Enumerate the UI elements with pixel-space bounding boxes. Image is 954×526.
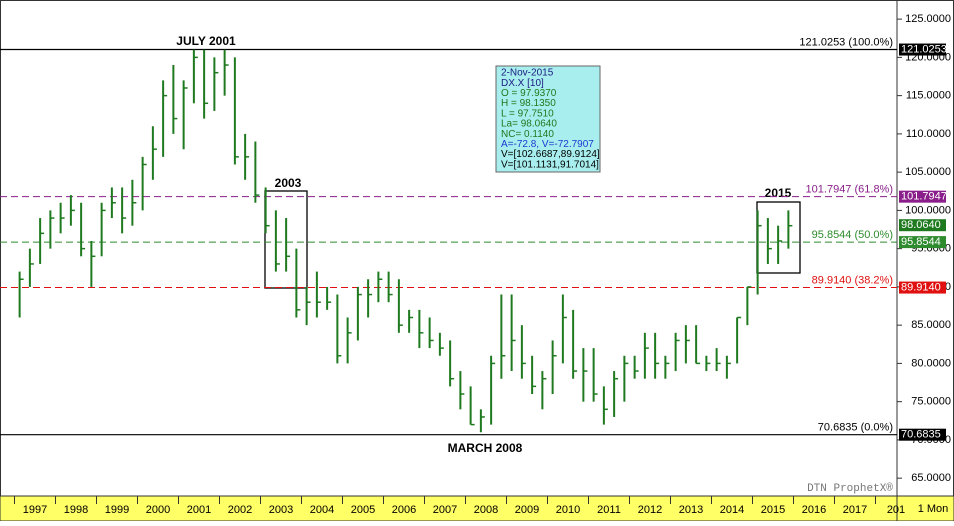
x-tick-label: 2005 [351,504,375,516]
x-tick-label: 2012 [638,504,662,516]
level-label: 121.0253 (100.0%) [799,36,893,48]
level-box [899,236,946,249]
x-tick-label: 1998 [64,504,88,516]
info-line: H = 98.1350 [501,98,556,109]
info-line: 2-Nov-2015 [501,68,554,79]
x-tick-label: 2017 [843,504,867,516]
x-tick-label: 2007 [433,504,457,516]
x-tick-label: 2009 [515,504,539,516]
x-tick-label: 2001 [187,504,211,516]
y-tick-label: 85.0000 [911,319,951,331]
level-box [899,281,946,294]
level-box [899,43,946,56]
y-tick-label: 105.0000 [905,166,951,178]
info-line: O = 97.9370 [501,88,557,99]
info-box [495,65,601,173]
y-tick-label: 125.0000 [905,13,951,25]
x-tick-label: 2015 [761,504,785,516]
level-label: 70.6835 (0.0%) [818,422,893,434]
level-label: 95.8544 (50.0%) [812,229,893,241]
level-axis-label: 101.7947 [901,191,947,203]
x-tick-label: 2010 [556,504,580,516]
x-tick-label: 1999 [105,504,129,516]
info-line: La= 98.0640 [501,119,557,130]
annotation: MARCH 2008 [448,441,523,455]
level-label: 89.9140 (38.2%) [812,274,893,286]
x-tick-label: 2013 [679,504,703,516]
x-tick-label: 2006 [392,504,416,516]
y-tick-label: 65.0000 [911,472,951,484]
info-line: L = 97.7510 [501,108,554,119]
level-axis-label: 70.6835 [901,429,941,441]
info-line: V=[102.6687,89.9124] [501,149,600,160]
x-tick-label: 2016 [802,504,826,516]
time-axis [0,495,954,522]
y-tick-label: 115.0000 [906,90,951,102]
x-tick-label: 2003 [269,504,293,516]
x-tick-label: 2008 [474,504,498,516]
period: 1 Mon [918,503,949,515]
info-line: DX.X [10] [501,78,544,89]
x-tick-label: 2004 [310,504,334,516]
last-label: 98.0640 [901,219,941,231]
info-line: NC= 0.1140 [501,129,554,140]
annotation: JULY 2001 [176,34,236,48]
x-tick-label: 2000 [146,504,170,516]
y-tick-label: 110.0000 [906,128,951,140]
last-box [899,219,946,232]
brand: DTN ProphetX® [807,483,893,495]
x-tick-label: 1997 [23,504,47,516]
level-box [899,190,946,203]
level-axis-label: 121.0253 [901,43,947,55]
x-tick-label: 201 [887,504,905,516]
level-axis-label: 95.8544 [901,236,941,248]
x-tick-label: 2014 [720,504,744,516]
level-axis-label: 89.9140 [901,281,941,293]
info-line: V=[101.1131,91.7014] [501,159,599,170]
x-tick-label: 2011 [597,504,621,516]
level-box [899,428,946,441]
annotation: 2003 [275,176,302,190]
y-tick-label: 100.0000 [905,204,951,216]
info-line: A=-72.8, V=-72.7907 [501,139,594,150]
y-tick-label: 75.0000 [911,396,951,408]
level-label: 101.7947 (61.8%) [806,184,893,196]
x-tick-label: 2002 [228,504,252,516]
y-tick-label: 80.0000 [911,357,951,369]
annotation: 2015 [765,186,792,200]
